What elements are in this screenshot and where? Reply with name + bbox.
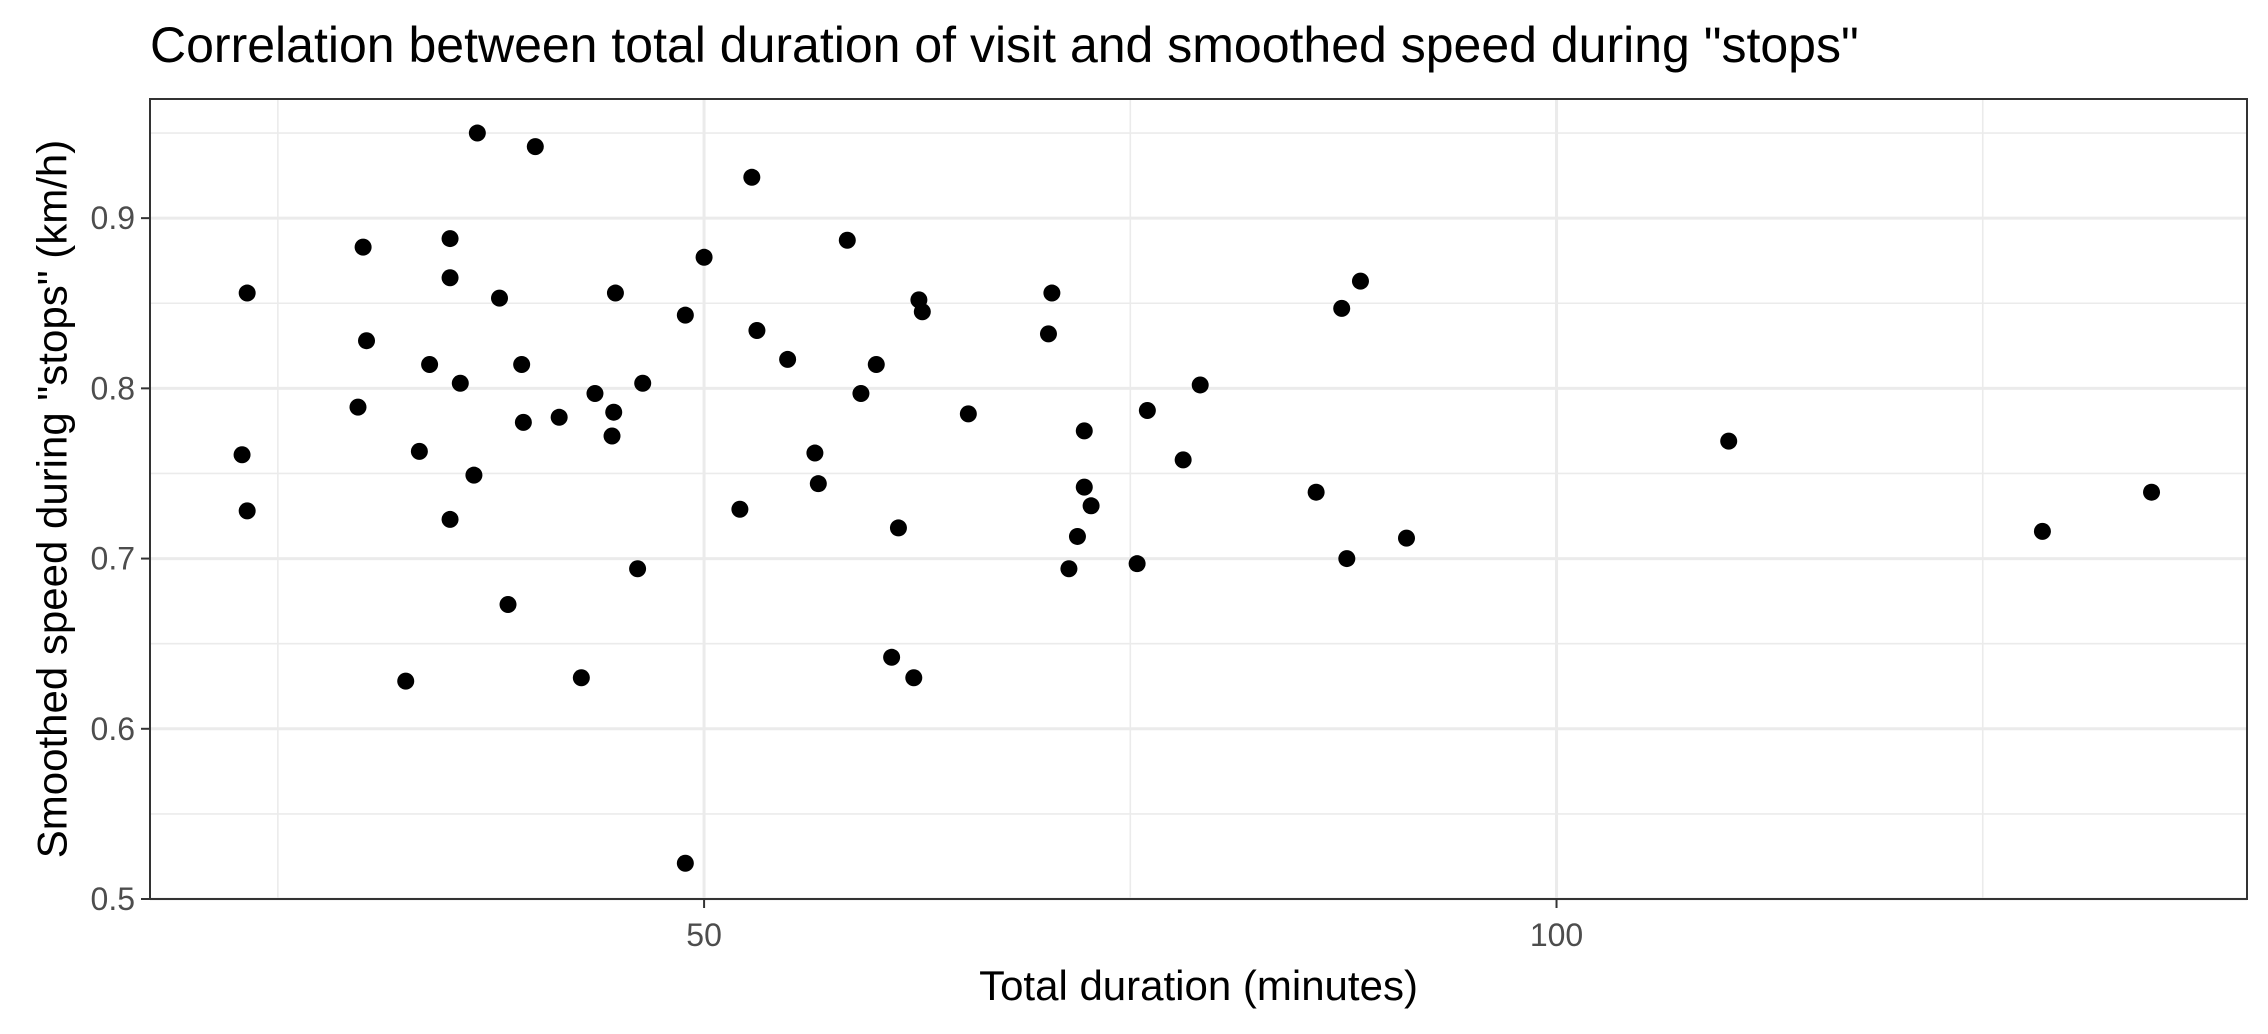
y-tick-label: 0.5 — [91, 881, 135, 917]
data-point — [514, 413, 532, 431]
data-point — [748, 321, 766, 339]
data-point — [889, 519, 907, 537]
data-point — [349, 398, 367, 416]
data-point — [526, 138, 544, 156]
data-point — [465, 466, 483, 484]
data-point — [743, 168, 761, 186]
data-point — [1082, 497, 1100, 515]
data-point — [1075, 478, 1093, 496]
data-point — [629, 560, 647, 578]
data-point — [1138, 401, 1156, 419]
data-point — [586, 384, 604, 402]
data-point — [513, 356, 531, 374]
x-axis-title: Total duration (minutes) — [979, 962, 1418, 1009]
chart-title: Correlation between total duration of vi… — [150, 17, 1859, 73]
data-point — [499, 596, 517, 614]
data-point — [441, 510, 459, 528]
data-point — [1060, 560, 1078, 578]
data-point — [695, 248, 713, 266]
grid-layer — [150, 99, 2247, 901]
data-point — [731, 500, 749, 518]
data-point — [883, 648, 901, 666]
data-point — [1333, 299, 1351, 317]
data-point — [2033, 522, 2051, 540]
data-point — [572, 669, 590, 687]
x-tick-label: 50 — [686, 917, 722, 953]
data-point — [1351, 272, 1369, 290]
data-point — [1307, 483, 1325, 501]
data-point — [1338, 550, 1356, 568]
data-point — [779, 350, 797, 368]
data-point — [1397, 529, 1415, 547]
data-point — [852, 384, 870, 402]
data-point — [354, 238, 372, 256]
y-axis-title: Smoothed speed during "stops" (km/h) — [29, 140, 76, 859]
data-point — [1174, 451, 1192, 469]
data-point — [806, 444, 824, 462]
data-point — [1039, 325, 1057, 343]
data-point — [421, 356, 439, 374]
data-point — [838, 231, 856, 249]
points-layer — [233, 124, 2161, 872]
data-point — [2143, 483, 2161, 501]
data-point — [1075, 422, 1093, 440]
data-point — [913, 303, 931, 321]
y-tick-label: 0.9 — [91, 200, 135, 236]
data-point — [550, 408, 568, 426]
data-point — [1128, 555, 1146, 573]
axis-ticks: 50 100 0.5 0.6 0.7 0.8 0.9 — [91, 200, 1584, 953]
data-point — [809, 475, 827, 493]
data-point — [1191, 376, 1209, 394]
y-tick-label: 0.6 — [91, 711, 135, 747]
data-point — [468, 124, 486, 142]
data-point — [238, 284, 256, 302]
data-point — [634, 374, 652, 392]
data-point — [1720, 432, 1738, 450]
data-point — [441, 230, 459, 248]
plot-panel-border — [149, 98, 2248, 900]
data-point — [676, 854, 694, 872]
data-point — [238, 502, 256, 520]
data-point — [1068, 527, 1086, 545]
data-point — [410, 442, 428, 460]
data-point — [905, 669, 923, 687]
data-point — [959, 405, 977, 423]
data-point — [397, 672, 415, 690]
data-point — [441, 269, 459, 287]
data-point — [605, 403, 623, 421]
data-point — [676, 306, 694, 324]
data-point — [606, 284, 624, 302]
x-tick-label: 100 — [1530, 917, 1583, 953]
y-tick-label: 0.7 — [91, 541, 135, 577]
data-point — [867, 356, 885, 374]
data-point — [603, 427, 621, 445]
y-tick-label: 0.8 — [91, 370, 135, 406]
data-point — [491, 289, 508, 307]
data-point — [1043, 284, 1061, 302]
data-point — [233, 446, 251, 464]
data-point — [358, 332, 376, 350]
data-point — [451, 374, 469, 392]
